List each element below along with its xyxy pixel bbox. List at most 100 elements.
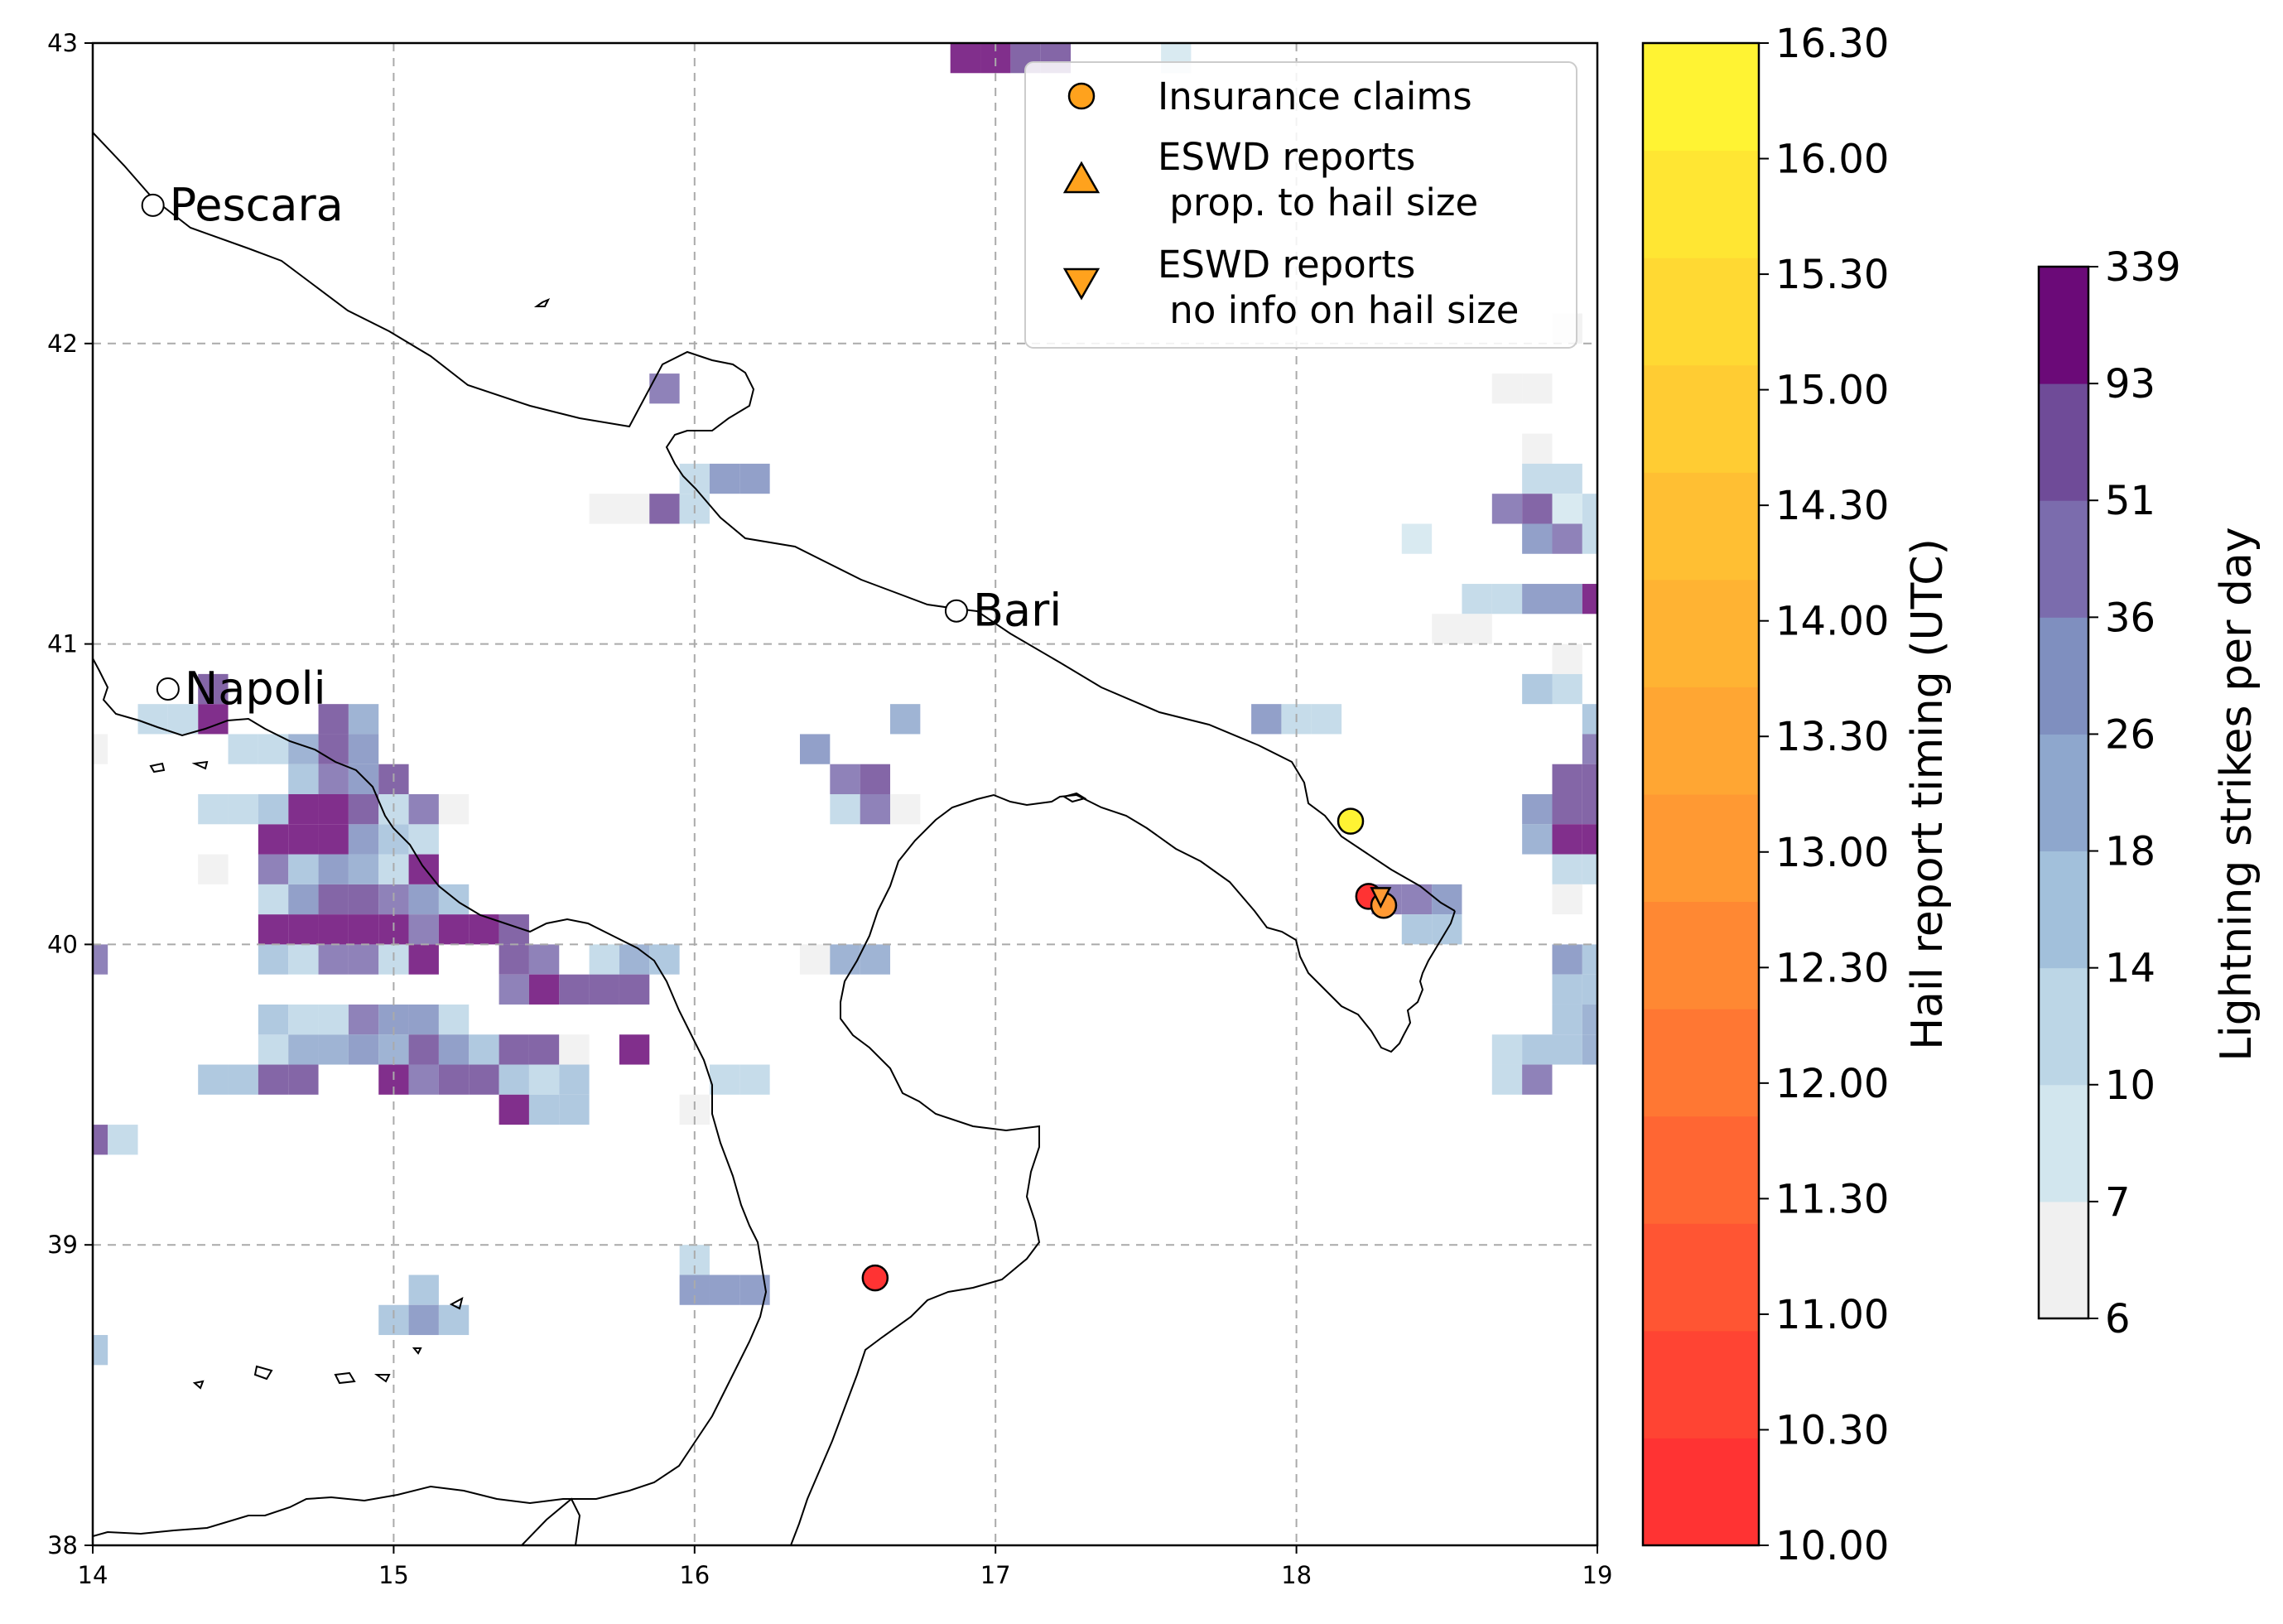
lightning-cell — [589, 974, 619, 1005]
lightning-cell — [1401, 523, 1433, 554]
lightning-cell — [258, 854, 289, 884]
lightning-cell — [830, 944, 860, 975]
lightning-cell — [1522, 433, 1553, 464]
lightning-cell — [499, 1094, 529, 1125]
lightning-cell — [288, 794, 319, 825]
lightning-cell — [288, 764, 319, 794]
hail-colorbar-step — [1643, 1116, 1759, 1224]
lightning-colorbar-label: Lightning strikes per day — [2212, 527, 2261, 1061]
lightning-cell — [318, 1034, 349, 1065]
lightning-cell — [258, 1004, 289, 1035]
city-marker-icon — [141, 193, 165, 217]
lightning-cell — [1582, 704, 1597, 735]
y-tick-label: 42 — [47, 330, 78, 358]
lightning-colorbar-tick-label: 18 — [2105, 829, 2155, 875]
lightning-cell — [438, 914, 470, 945]
lightning-cell — [589, 494, 619, 524]
map-frame — [91, 41, 1599, 1547]
hail-colorbar-step — [1643, 1009, 1759, 1117]
hail-colorbar-step — [1643, 150, 1759, 258]
lightning-cell — [619, 1034, 650, 1065]
lightning-cell — [1311, 704, 1342, 735]
lightning-cell — [1552, 673, 1582, 705]
lightning-cell — [348, 884, 379, 915]
lightning-cell — [709, 1064, 740, 1095]
lightning-cell — [348, 944, 379, 975]
hail-colorbar-tick-label: 15.30 — [1775, 252, 1889, 298]
hail-colorbar-step — [1643, 43, 1759, 152]
y-tick-label: 41 — [47, 630, 78, 658]
lightning-cell — [619, 974, 650, 1005]
hail-colorbar-ticks: 10.00 10.30 11.00 11.30 12.00 12.30 13.00 13.30… — [1759, 21, 1889, 1569]
lightning-cell — [559, 1094, 590, 1125]
lightning-cell — [799, 734, 831, 764]
lightning-cell — [469, 1034, 499, 1065]
lightning-cell — [288, 1064, 319, 1095]
lightning-cell — [619, 944, 650, 975]
lightning-cell — [408, 944, 439, 975]
lightning-colorbar-tick-label: 7 — [2105, 1179, 2131, 1226]
city-markers: Pescara Napoli Bari — [141, 179, 1062, 715]
lightning-cell — [1552, 643, 1582, 674]
lightning-cell — [408, 1064, 439, 1095]
lightning-cell — [1552, 523, 1582, 554]
lightning-cell — [619, 494, 650, 524]
lightning-cell — [228, 794, 258, 825]
lightning-cell — [93, 1335, 108, 1366]
hail-colorbar-tick-label: 13.00 — [1775, 830, 1889, 876]
lightning-cell — [499, 1064, 529, 1095]
lightning-cell — [1582, 944, 1597, 975]
lightning-cell — [1491, 1064, 1523, 1095]
lightning-cell — [318, 1004, 349, 1035]
legend-triangle-down-icon — [1062, 267, 1101, 301]
lightning-cell — [258, 944, 289, 975]
legend: Insurance claims ESWD reports prop. to h… — [1024, 61, 1577, 349]
lightning-colorbar-tick-label: 36 — [2105, 595, 2155, 641]
lightning-cell — [258, 914, 289, 945]
lightning-cell — [528, 944, 560, 975]
legend-label-eswd-noinfo: ESWD reports no info on hail size — [1158, 243, 1519, 332]
lightning-cell — [93, 734, 108, 764]
lightning-cell — [1552, 584, 1582, 614]
lightning-cell — [408, 884, 439, 915]
lightning-cell — [438, 794, 470, 825]
lightning-cell — [348, 854, 379, 884]
hail-colorbar-step — [1643, 901, 1759, 1010]
lightning-cell — [469, 1064, 499, 1095]
lightning-cell — [318, 704, 349, 735]
lightning-cell — [348, 1034, 379, 1065]
lightning-cell — [288, 1034, 319, 1065]
lightning-cell — [739, 463, 770, 494]
lightning-cell — [288, 854, 319, 884]
hail-colorbar-tick-label: 14.00 — [1775, 599, 1889, 645]
hail-colorbar-step — [1643, 794, 1759, 903]
lightning-colorbar-step — [2039, 967, 2088, 1086]
lightning-cell — [709, 463, 740, 494]
island-aeolian-6 — [192, 1380, 205, 1390]
lightning-colorbar-step — [2039, 1084, 2088, 1202]
lightning-cell — [1552, 944, 1582, 975]
lightning-cell — [1401, 884, 1433, 915]
lightning-colorbar-tick-label: 93 — [2105, 361, 2155, 407]
eswd-report-point — [1370, 887, 1392, 909]
lightning-cell — [93, 1125, 108, 1155]
lightning-cell — [438, 1304, 470, 1336]
legend-circle-icon — [1067, 82, 1096, 110]
lightning-colorbar-ticks: 6 7 10 14 18 26 36 51 93 339 — [2088, 244, 2181, 1342]
lightning-cell — [228, 1064, 258, 1095]
x-tick-label: 15 — [378, 1561, 409, 1589]
hail-colorbar: 10.00 10.30 11.00 11.30 12.00 12.30 13.00 13.30… — [1641, 21, 1953, 1569]
hail-colorbar-tick-label: 12.00 — [1775, 1061, 1889, 1107]
hail-colorbar-tick-label: 16.30 — [1775, 21, 1889, 67]
lightning-colorbar-frame — [2037, 265, 2090, 1320]
hail-colorbar-step — [1643, 472, 1759, 581]
lightning-cell — [1522, 584, 1553, 614]
lightning-cell — [288, 944, 319, 975]
lightning-cell — [408, 1304, 439, 1336]
lightning-cell — [228, 734, 258, 764]
hail-colorbar-step — [1643, 1223, 1759, 1332]
lightning-cell — [408, 1004, 439, 1035]
lightning-cell — [348, 704, 379, 735]
lightning-cell — [1491, 584, 1523, 614]
lightning-cell — [1522, 824, 1553, 855]
